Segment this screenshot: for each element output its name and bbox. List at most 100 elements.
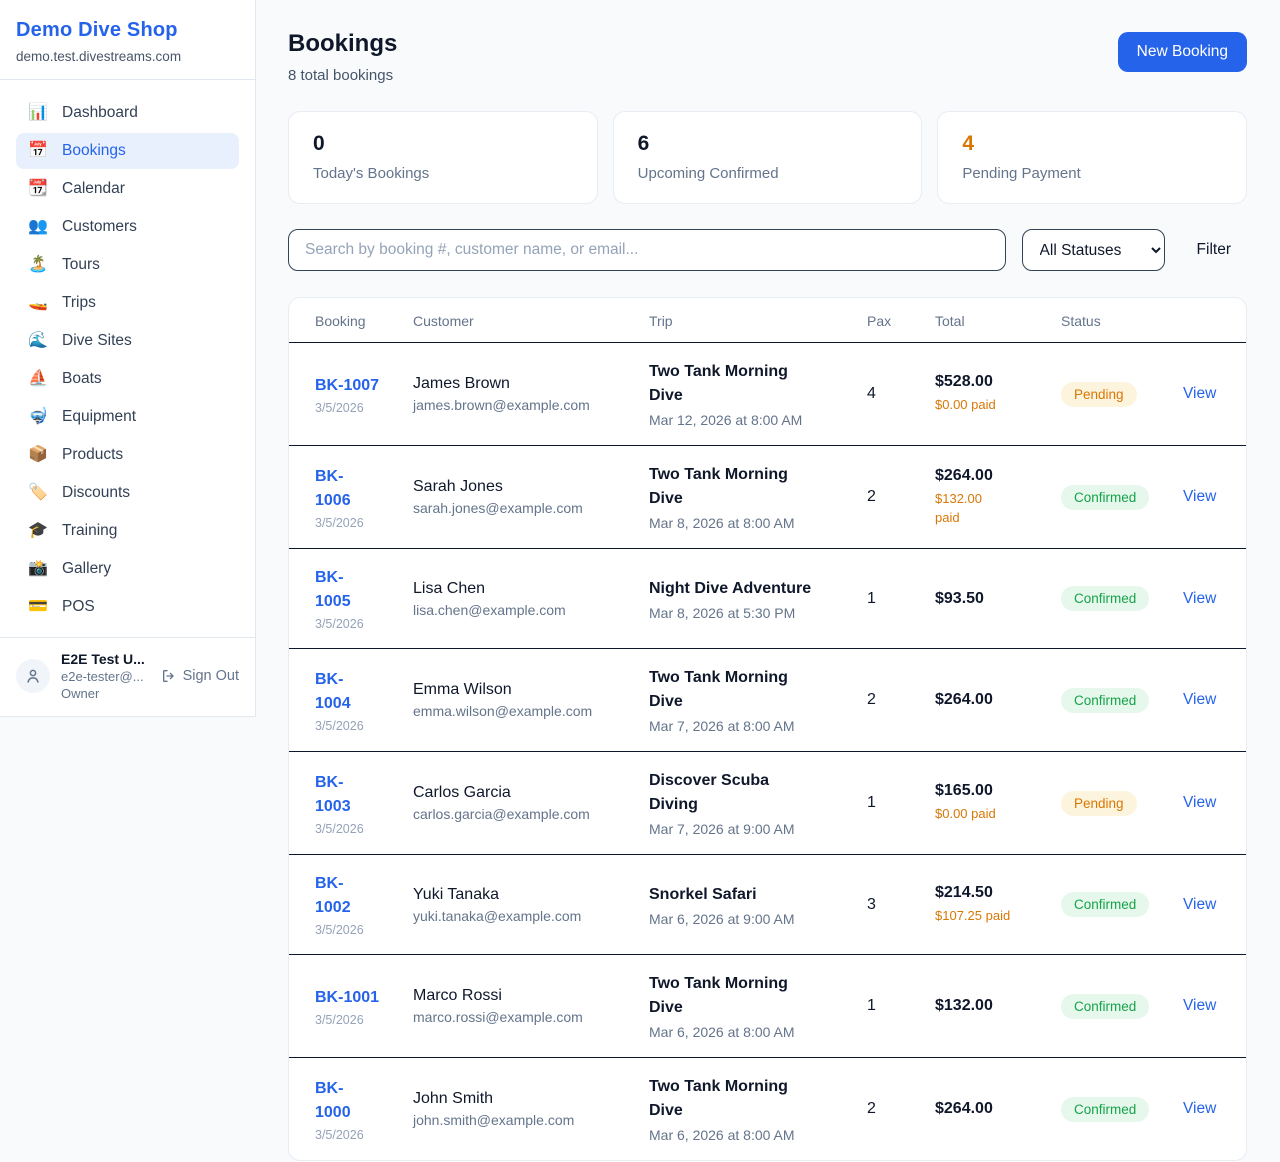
trip-cell: Two Tank Morning Dive Mar 8, 2026 at 8:0…	[637, 445, 855, 549]
trip-cell: Two Tank Morning Dive Mar 7, 2026 at 8:0…	[637, 648, 855, 752]
trip-cell: Snorkel Safari Mar 6, 2026 at 9:00 AM	[637, 854, 855, 955]
column-header	[1171, 298, 1246, 343]
booking-id-link[interactable]: BK- 1003	[315, 773, 351, 815]
trip-name: Snorkel Safari	[649, 885, 757, 903]
customer-cell: Carlos Garcia carlos.garcia@example.com	[401, 751, 637, 855]
trip-date: Mar 7, 2026 at 9:00 AM	[649, 821, 795, 837]
total-cell: $528.00 $0.00 paid	[923, 342, 1049, 446]
search-input[interactable]	[288, 229, 1006, 271]
status-cell: Pending	[1049, 342, 1171, 446]
view-link[interactable]: View	[1183, 488, 1217, 505]
stat-value: 6	[637, 132, 650, 155]
trip-name: Two Tank Morning Dive	[649, 363, 788, 404]
stat-value: 0	[313, 132, 325, 155]
sign-out-button[interactable]: Sign Out	[161, 668, 239, 684]
booking-id-link[interactable]: BK-1001	[315, 988, 380, 1006]
controls-row: All Statuses Filter	[288, 229, 1247, 271]
status-badge: Confirmed	[1061, 1096, 1150, 1122]
status-badge: Pending	[1061, 381, 1137, 407]
booking-id-link[interactable]: BK- 1004	[315, 670, 351, 712]
booking-id-link[interactable]: BK- 1000	[315, 1079, 351, 1121]
view-cell: View	[1171, 445, 1246, 549]
table-row: BK- 1003 3/5/2026 Carlos Garcia carlos.g…	[289, 751, 1246, 855]
trip-date: Mar 12, 2026 at 8:00 AM	[649, 412, 803, 428]
trip-name: Discover Scuba Diving	[649, 772, 770, 813]
total-amount: $93.50	[935, 589, 984, 607]
sidebar-item-training[interactable]: 🎓 Training	[16, 513, 239, 549]
sidebar-item-dive-sites[interactable]: 🌊 Dive Sites	[16, 323, 239, 359]
customer-email: james.brown@example.com	[413, 397, 590, 413]
sidebar-item-boats[interactable]: ⛵ Boats	[16, 361, 239, 397]
sidebar-item-discounts[interactable]: 🏷️ Discounts	[16, 475, 239, 511]
user-email: e2e-tester@...	[61, 669, 144, 684]
nav-label: Discounts	[62, 484, 131, 501]
view-link[interactable]: View	[1183, 794, 1217, 811]
view-link[interactable]: View	[1183, 997, 1217, 1014]
table-header-row: Booking Customer Trip Pax Total Status	[289, 298, 1246, 343]
sidebar-item-gallery[interactable]: 📸 Gallery	[16, 551, 239, 587]
booking-id-link[interactable]: BK-1007	[315, 376, 380, 394]
nav-label: Training	[62, 522, 118, 539]
nav-label: Dashboard	[62, 104, 138, 121]
filter-button[interactable]: Filter	[1181, 241, 1247, 259]
sidebar-item-tours[interactable]: 🏝️ Tours	[16, 247, 239, 283]
booking-cell: BK- 1002 3/5/2026	[289, 854, 401, 955]
sidebar-item-dashboard[interactable]: 📊 Dashboard	[16, 95, 239, 131]
trip-date: Mar 6, 2026 at 8:00 AM	[649, 1127, 795, 1143]
view-link[interactable]: View	[1183, 691, 1217, 708]
pax-cell: 1	[855, 751, 923, 855]
customer-cell: James Brown james.brown@example.com	[401, 342, 637, 446]
view-link[interactable]: View	[1183, 895, 1217, 913]
nav-label: Equipment	[62, 408, 137, 425]
user-name: E2E Test U...	[61, 651, 145, 667]
total-cell: $93.50	[923, 548, 1049, 649]
bookings-table: Booking Customer Trip Pax Total Status B…	[289, 298, 1246, 1160]
booking-id-link[interactable]: BK- 1006	[315, 467, 351, 509]
customer-cell: Emma Wilson emma.wilson@example.com	[401, 648, 637, 752]
table-row: BK-1007 3/5/2026 James Brown james.brown…	[289, 342, 1246, 446]
sidebar-item-calendar[interactable]: 📆 Calendar	[16, 171, 239, 207]
people-icon: 👥	[28, 218, 48, 235]
total-cell: $132.00	[923, 954, 1049, 1058]
sidebar-item-customers[interactable]: 👥 Customers	[16, 209, 239, 245]
booking-id-link[interactable]: BK- 1005	[315, 569, 351, 610]
booking-cell: BK-1007 3/5/2026	[289, 342, 401, 446]
trip-date: Mar 7, 2026 at 8:00 AM	[649, 718, 795, 734]
pax-cell: 2	[855, 445, 923, 549]
view-link[interactable]: View	[1183, 1100, 1217, 1117]
new-booking-button[interactable]: New Booking	[1117, 32, 1247, 72]
view-cell: View	[1171, 854, 1246, 955]
booking-id-link[interactable]: BK- 1002	[315, 875, 351, 916]
sidebar-item-bookings[interactable]: 📅 Bookings	[16, 133, 239, 169]
view-cell: View	[1171, 954, 1246, 1058]
user-section: E2E Test U... e2e-tester@... Owner Sign …	[0, 637, 255, 716]
column-header: Booking	[289, 298, 401, 343]
booking-date: 3/5/2026	[315, 923, 364, 937]
customer-email: emma.wilson@example.com	[413, 703, 593, 719]
trip-name: Night Dive Adventure	[649, 579, 812, 597]
sidebar-item-equipment[interactable]: 🤿 Equipment	[16, 399, 239, 435]
stat-label: Upcoming Confirmed	[637, 165, 779, 182]
bookings-table-card: Booking Customer Trip Pax Total Status B…	[288, 297, 1247, 1161]
stat-card: 4 Pending Payment	[937, 111, 1247, 204]
amount-paid: $107.25 paid	[935, 907, 1011, 923]
stat-card: 0 Today's Bookings	[288, 111, 598, 204]
package-icon: 📦	[28, 446, 48, 463]
stat-value: 4	[962, 132, 975, 155]
sidebar-item-products[interactable]: 📦 Products	[16, 437, 239, 473]
view-link[interactable]: View	[1183, 589, 1217, 607]
sidebar-item-trips[interactable]: 🚤 Trips	[16, 285, 239, 321]
sidebar-item-pos[interactable]: 💳 POS	[16, 589, 239, 625]
status-badge: Confirmed	[1061, 993, 1150, 1019]
nav-label: Dive Sites	[62, 332, 132, 349]
view-link[interactable]: View	[1183, 385, 1217, 402]
trip-date: Mar 8, 2026 at 5:30 PM	[649, 604, 796, 621]
customer-email: marco.rossi@example.com	[413, 1009, 583, 1025]
booking-date: 3/5/2026	[315, 821, 364, 836]
trip-cell: Two Tank Morning Dive Mar 12, 2026 at 8:…	[637, 342, 855, 446]
status-filter-select[interactable]: All Statuses	[1021, 229, 1165, 271]
avatar	[16, 659, 50, 693]
speedboat-icon: 🚤	[28, 294, 48, 311]
diving-mask-icon: 🤿	[28, 408, 48, 425]
